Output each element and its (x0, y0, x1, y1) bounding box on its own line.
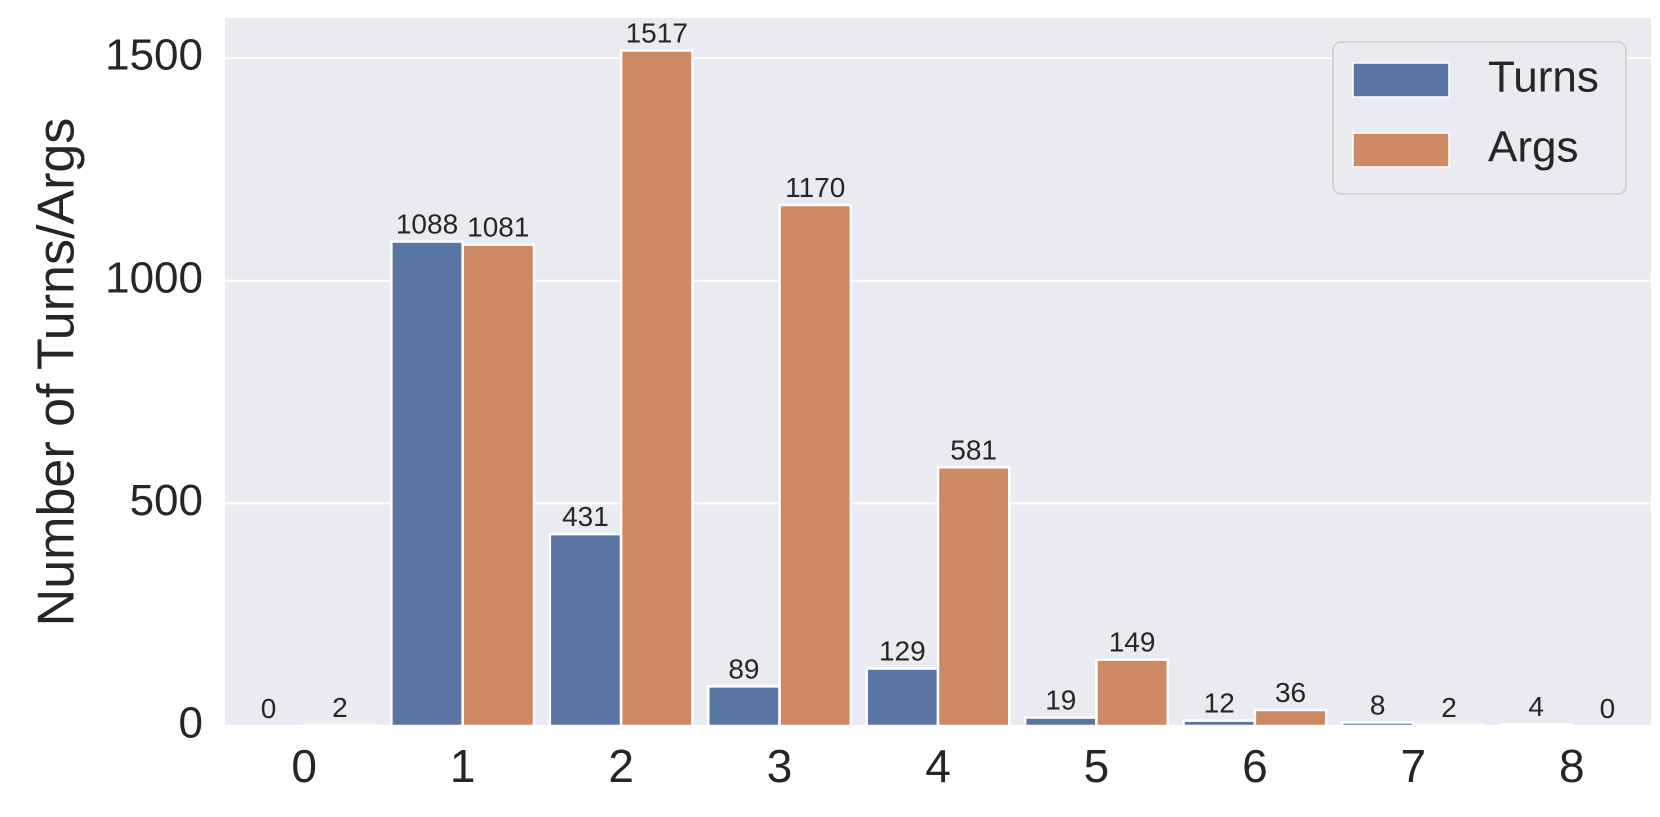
bar-turns (1023, 716, 1098, 728)
bar-value-label: 431 (562, 501, 609, 532)
y-tick-label: 0 (179, 699, 203, 748)
legend-swatch-args (1352, 132, 1450, 168)
legend-swatch-turns (1352, 62, 1450, 98)
y-tick-label: 1500 (105, 31, 203, 80)
bar-args (461, 243, 536, 728)
bar-value-label: 2 (332, 692, 348, 723)
x-tick-label: 6 (1242, 740, 1268, 792)
bar-value-label: 0 (1600, 693, 1616, 724)
bar-value-labels: 0 2 1088 1081 431 1517 89 1170 129 581 19 149 12 36 8 2… (261, 18, 1615, 724)
bar-turns (390, 240, 464, 728)
bar-value-label: 0 (261, 693, 277, 724)
bar-value-label: 8 (1370, 689, 1386, 720)
bar-turns (1182, 719, 1257, 728)
legend-label: Turns (1488, 53, 1599, 102)
y-axis-label: Number of Turns/Args (28, 118, 86, 627)
bar-value-label: 1088 (396, 209, 458, 240)
legend-label: Args (1488, 123, 1578, 172)
bar-value-label: 89 (728, 653, 759, 684)
x-tick-label: 1 (450, 740, 476, 792)
bar-args (1412, 723, 1486, 728)
bar-value-label: 19 (1045, 685, 1076, 716)
bar-value-label: 4 (1528, 691, 1544, 722)
bar-value-label: 1081 (467, 212, 529, 243)
y-tick-label: 1000 (105, 253, 203, 302)
bar-value-label: 36 (1275, 677, 1306, 708)
x-tick-label: 7 (1401, 740, 1427, 792)
x-tick-label: 2 (608, 740, 634, 792)
bar-value-label: 2 (1441, 692, 1457, 723)
x-tick-label: 5 (1084, 740, 1110, 792)
bar-args (936, 466, 1011, 728)
bar-args (619, 49, 694, 728)
bar-turns (865, 667, 940, 728)
x-tick-label: 3 (767, 740, 793, 792)
bar-value-label: 1170 (785, 172, 845, 203)
legend: Turns Args (1332, 41, 1627, 195)
bar-turns (1340, 721, 1415, 728)
bar-args (1253, 708, 1328, 728)
x-axis-ticks: 0 1 2 3 4 5 6 7 8 (291, 740, 1584, 792)
bar-args (302, 723, 377, 728)
x-tick-label: 8 (1559, 740, 1585, 792)
bar-value-label: 129 (879, 636, 926, 667)
bar-args (1095, 658, 1169, 728)
y-tick-label: 500 (130, 476, 203, 525)
bar-value-label: 1517 (626, 18, 688, 49)
bar-turns (548, 532, 623, 728)
bar-turns (1499, 722, 1574, 728)
bars (302, 49, 1574, 728)
x-tick-label: 4 (925, 740, 951, 792)
bar-args (778, 203, 853, 728)
bar-turns (707, 685, 781, 728)
y-axis-ticks: 0 500 1000 1500 (105, 31, 203, 748)
bar-value-label: 149 (1109, 627, 1156, 658)
x-tick-label: 0 (291, 740, 317, 792)
bar-value-label: 581 (950, 434, 997, 465)
bar-value-label: 12 (1204, 688, 1235, 719)
